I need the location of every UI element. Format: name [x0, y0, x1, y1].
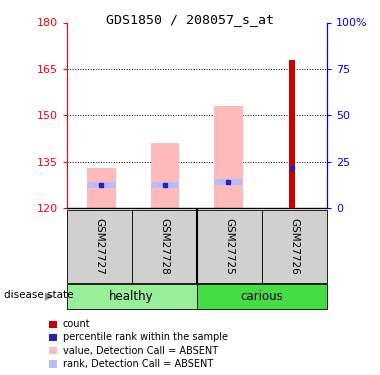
- Text: GDS1850 / 208057_s_at: GDS1850 / 208057_s_at: [106, 13, 274, 26]
- Bar: [87, 182, 116, 188]
- Text: healthy: healthy: [109, 290, 154, 303]
- Bar: [214, 179, 243, 185]
- Text: value, Detection Call = ABSENT: value, Detection Call = ABSENT: [63, 346, 218, 355]
- Text: carious: carious: [241, 290, 283, 303]
- Bar: [150, 182, 179, 188]
- Text: GSM27728: GSM27728: [159, 218, 169, 275]
- Text: GSM27725: GSM27725: [224, 218, 234, 275]
- Text: percentile rank within the sample: percentile rank within the sample: [63, 333, 228, 342]
- Bar: [214, 106, 243, 208]
- Text: rank, Detection Call = ABSENT: rank, Detection Call = ABSENT: [63, 359, 213, 369]
- Text: GSM27726: GSM27726: [289, 218, 299, 275]
- Bar: [150, 143, 179, 208]
- Text: count: count: [63, 320, 90, 329]
- Bar: [289, 60, 295, 208]
- Text: GSM27727: GSM27727: [94, 218, 104, 275]
- Bar: [87, 168, 116, 208]
- Text: disease state: disease state: [4, 290, 73, 300]
